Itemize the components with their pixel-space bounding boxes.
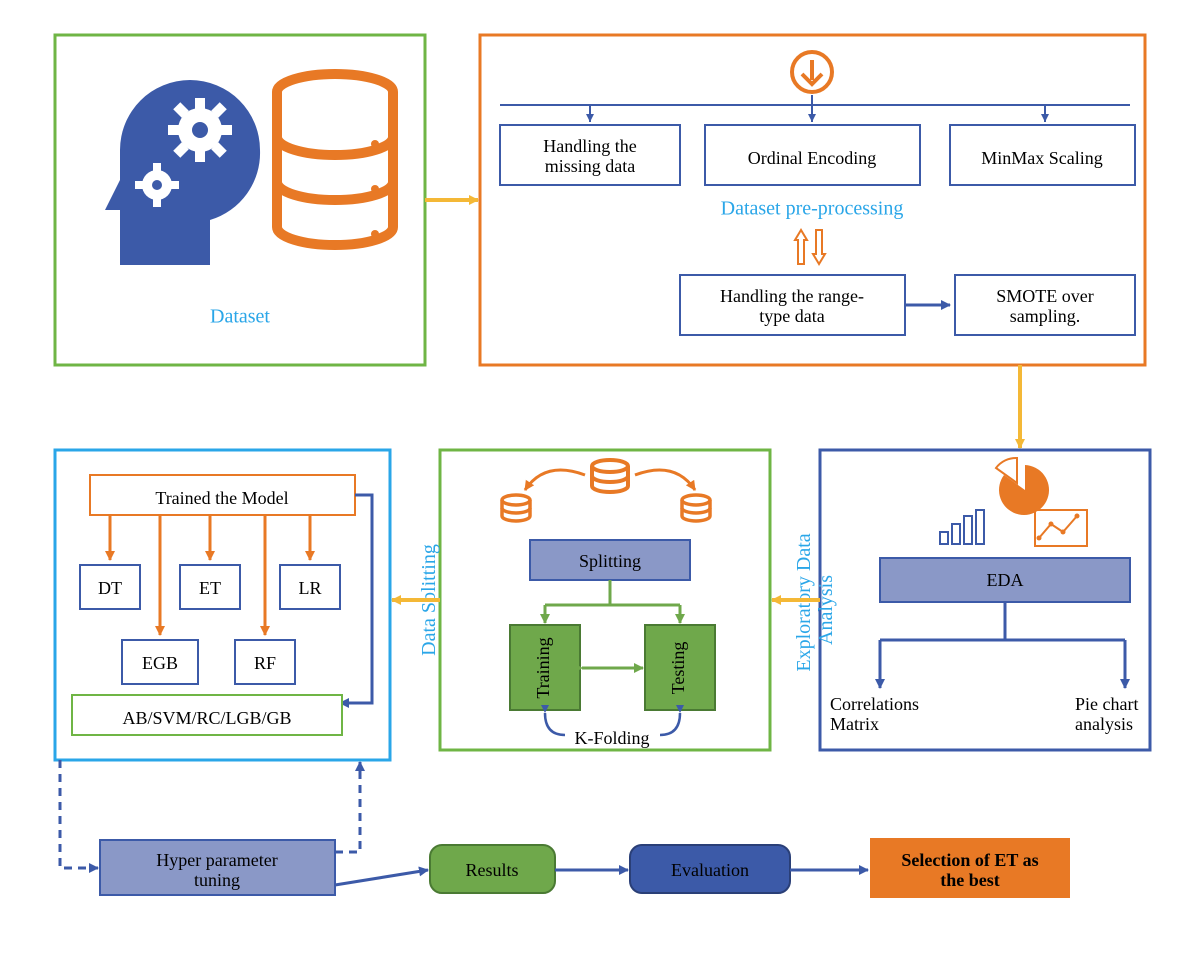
preproc-box-minmax: MinMax Scaling xyxy=(950,125,1135,185)
bottom-results: Results xyxy=(430,845,555,893)
svg-text:Evaluation: Evaluation xyxy=(671,860,749,880)
svg-text:ET: ET xyxy=(199,578,221,598)
preproc-box-ordinal: Ordinal Encoding xyxy=(705,125,920,185)
arrow-model-to-hpt xyxy=(60,760,98,868)
svg-text:Results: Results xyxy=(465,860,518,880)
eda-box: EDA xyxy=(880,558,1130,602)
preproc-box-smote: SMOTE over sampling. SMOTE over sampling… xyxy=(955,275,1135,335)
eda-corr-label: Correlations xyxy=(830,694,919,714)
preproc-label: Dataset pre-processing xyxy=(721,198,904,220)
model-panel: Trained the Model DT ET LR xyxy=(55,450,390,760)
arrow-trained-to-others xyxy=(340,495,372,703)
svg-text:type data: type data xyxy=(759,306,824,326)
model-box-dt: DT xyxy=(80,565,140,609)
svg-text:Matrix: Matrix xyxy=(830,714,879,734)
pie-icon xyxy=(996,458,1049,515)
bottom-best: Selection of ET as the best Selection of… xyxy=(870,838,1070,898)
svg-text:tuning: tuning xyxy=(194,870,240,890)
download-icon xyxy=(792,52,832,92)
bottom-hpt: Hyper parameter tuning Hyper parameter t… xyxy=(100,840,335,895)
model-box-et: ET xyxy=(180,565,240,609)
model-box-egb: EGB xyxy=(122,640,198,684)
model-box-rf: RF xyxy=(235,640,295,684)
svg-text:AB/SVM/RC/LGB/GB: AB/SVM/RC/LGB/GB xyxy=(122,708,291,728)
model-box-others: AB/SVM/RC/LGB/GB xyxy=(72,695,342,735)
arrow-hpt-to-results xyxy=(335,870,428,885)
svg-text:the best: the best xyxy=(940,870,1000,890)
arrow-hpt-back-to-model xyxy=(335,762,360,852)
bottom-eval: Evaluation xyxy=(630,845,790,893)
eda-panel: Exploratory Data Analysis EDA xyxy=(793,450,1150,750)
svg-text:Testing: Testing xyxy=(668,642,688,695)
svg-text:Training: Training xyxy=(533,637,553,698)
preproc-box-missing: Handling the missing data Handling the m… xyxy=(500,125,680,185)
dataset-label: Dataset xyxy=(210,306,270,328)
preproc-box-range: Handling the range- type data Handling t… xyxy=(680,275,905,335)
svg-text:SMOTE over: SMOTE over xyxy=(996,286,1094,306)
model-box-trained: Trained the Model xyxy=(90,475,355,515)
eda-pie-label: Pie chart xyxy=(1075,694,1138,714)
preproc-panel: Handling the missing data Handling the m… xyxy=(480,35,1145,365)
svg-text:Handling the: Handling the xyxy=(543,136,636,156)
svg-text:Trained the Model: Trained the Model xyxy=(155,488,288,508)
updown-arrows-icon xyxy=(795,230,825,264)
kfold-label: K-Folding xyxy=(574,728,649,748)
svg-text:Handling the range-: Handling the range- xyxy=(720,286,864,306)
svg-text:DT: DT xyxy=(98,578,122,598)
model-box-lr: LR xyxy=(280,565,340,609)
split-db-icons xyxy=(502,460,710,521)
split-box-training: Training xyxy=(510,625,580,710)
svg-text:missing data: missing data xyxy=(545,156,636,176)
database-icon xyxy=(277,74,393,245)
svg-text:RF: RF xyxy=(254,653,276,673)
split-box-testing: Testing xyxy=(645,625,715,710)
svg-text:analysis: analysis xyxy=(1075,714,1133,734)
svg-text:EGB: EGB xyxy=(142,653,178,673)
head-gears-icon xyxy=(105,80,260,265)
eda-fanout xyxy=(880,602,1125,688)
preproc-distributor xyxy=(500,95,1130,122)
svg-text:MinMax Scaling: MinMax Scaling xyxy=(981,148,1103,168)
line-chart-icon xyxy=(1035,510,1087,546)
svg-text:Hyper parameter: Hyper parameter xyxy=(156,850,277,870)
split-box-splitting: Splitting xyxy=(530,540,690,580)
svg-text:LR: LR xyxy=(298,578,321,598)
svg-text:sampling.: sampling. xyxy=(1010,306,1081,326)
svg-text:EDA: EDA xyxy=(987,570,1024,590)
split-panel: Data Splitting xyxy=(418,450,770,750)
dataset-panel: Dataset xyxy=(55,35,425,365)
svg-text:Selection of ET as: Selection of ET as xyxy=(901,850,1038,870)
svg-text:Ordinal Encoding: Ordinal Encoding xyxy=(748,148,876,168)
bar-chart-icon xyxy=(940,510,984,544)
svg-text:Splitting: Splitting xyxy=(579,551,641,571)
